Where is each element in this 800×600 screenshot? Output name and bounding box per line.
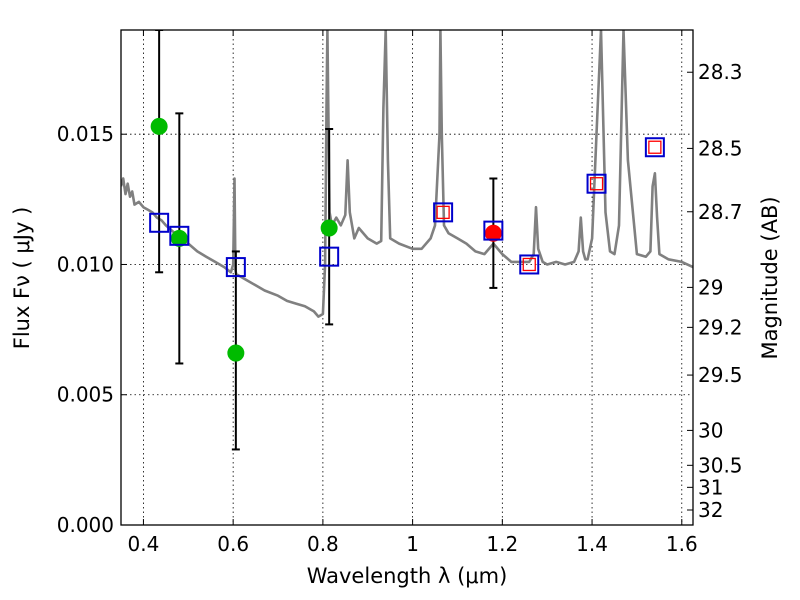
x-tick-label: 0.8 bbox=[307, 532, 339, 556]
model-flux-inner bbox=[648, 140, 662, 154]
x-axis-label: Wavelength λ (μm) bbox=[307, 564, 508, 588]
y-tick-label: 0.005 bbox=[57, 383, 114, 407]
model-flux-box bbox=[319, 246, 340, 267]
model-flux-inner bbox=[589, 177, 604, 191]
model-flux-box bbox=[644, 137, 665, 158]
model-flux-box bbox=[169, 225, 190, 246]
y-tick-label: 0.000 bbox=[57, 513, 114, 537]
plot-frame bbox=[120, 29, 694, 526]
mag-tick-label: 31 bbox=[698, 475, 723, 499]
data-point bbox=[227, 344, 245, 362]
x-tick-label: 1.2 bbox=[486, 532, 518, 556]
mag-tick-label: 30.5 bbox=[698, 453, 743, 477]
x-tick-label: 1 bbox=[406, 532, 419, 556]
mag-tick-label: 32 bbox=[698, 498, 723, 522]
data-point bbox=[150, 117, 168, 135]
y-tick-label: 0.010 bbox=[57, 252, 114, 276]
model-flux-box bbox=[225, 257, 246, 278]
plot-area bbox=[121, 30, 693, 451]
grid-layer bbox=[121, 30, 693, 525]
model-flux-box bbox=[483, 220, 504, 241]
mag-tick-label: 28.7 bbox=[698, 200, 743, 224]
mag-tick-label: 28.3 bbox=[698, 60, 743, 84]
mag-tick-label: 28.5 bbox=[698, 136, 743, 160]
data-point bbox=[320, 219, 338, 237]
model-flux-box bbox=[149, 212, 170, 233]
axis-layer: 0.4 0.6 0.8 1 1.2 1.4 1.6 0.000 0.005 0.010 0.015 2… bbox=[57, 30, 743, 556]
model-flux-inner bbox=[436, 205, 450, 220]
y-tick-label: 0.015 bbox=[57, 122, 114, 146]
model-flux-box bbox=[433, 202, 454, 223]
x-tick-label: 0.6 bbox=[217, 532, 249, 556]
x-tick-label: 1.4 bbox=[576, 532, 608, 556]
mag-tick-label: 29 bbox=[698, 275, 723, 299]
y-axis-right-label: Magnitude (AB) bbox=[758, 196, 782, 359]
mag-tick-label: 30 bbox=[698, 418, 723, 442]
model-flux-box bbox=[519, 254, 540, 275]
model-sed-line bbox=[121, 30, 693, 318]
mag-tick-label: 29.2 bbox=[698, 315, 743, 339]
x-tick-label: 1.6 bbox=[666, 532, 698, 556]
x-tick-label: 0.4 bbox=[128, 532, 160, 556]
y-axis-label: Flux Fν ( μJy ) bbox=[10, 207, 34, 350]
model-flux-inner bbox=[522, 257, 536, 272]
series-layer bbox=[121, 30, 693, 451]
mag-tick-label: 29.5 bbox=[698, 363, 743, 387]
model-flux-box bbox=[586, 173, 607, 194]
